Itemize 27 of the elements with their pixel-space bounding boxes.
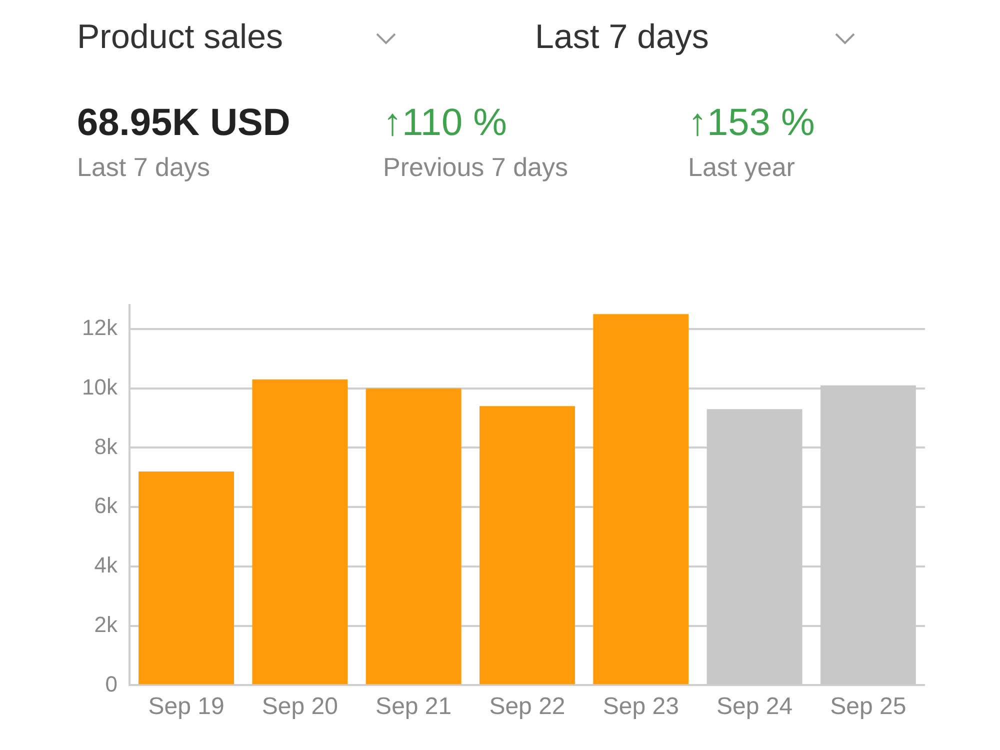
- x-tick-label: Sep 23: [602, 693, 679, 720]
- bar: [366, 388, 462, 684]
- x-tick-label: Sep 25: [830, 693, 906, 720]
- x-tick-label: Sep 22: [489, 693, 566, 720]
- text: ↑110 %: [383, 102, 507, 145]
- x-tick-label: Sep 21: [376, 693, 452, 720]
- text: Product sales: [77, 18, 283, 57]
- y-tick-label: 6k: [94, 493, 118, 518]
- bar: [480, 406, 575, 684]
- y-tick-label: 2k: [94, 612, 118, 637]
- x-tick-label: Sep 24: [716, 693, 793, 720]
- text: Last year: [688, 152, 795, 183]
- x-tick-label: Sep 19: [148, 693, 224, 720]
- text: Last 7 days: [535, 18, 709, 57]
- bar: [252, 379, 348, 684]
- text: ↑153 %: [688, 102, 815, 145]
- bar: [593, 314, 689, 684]
- x-tick-label: Sep 20: [262, 693, 338, 720]
- text: Previous 7 days: [383, 152, 568, 183]
- y-tick-label: 0: [105, 671, 118, 696]
- y-tick-label: 8k: [94, 434, 118, 459]
- y-tick-label: 12k: [82, 315, 118, 340]
- text: Last 7 days: [77, 152, 210, 183]
- text: 68.95K USD: [77, 102, 290, 145]
- y-tick-label: 10k: [82, 374, 118, 400]
- y-tick-label: 4k: [94, 552, 118, 578]
- bar: [138, 471, 234, 684]
